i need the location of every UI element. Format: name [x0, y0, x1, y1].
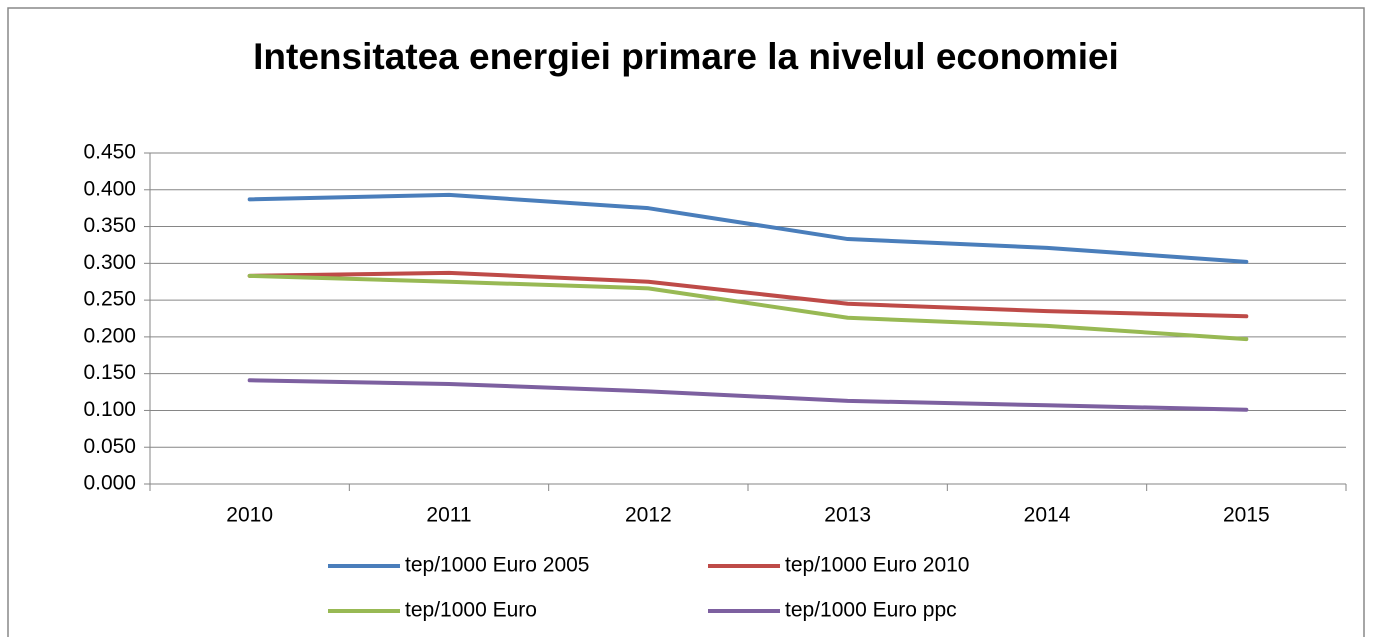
y-tick-label: 0.150: [83, 361, 136, 384]
legend-label: tep/1000 Euro 2005: [405, 554, 590, 577]
x-tick-label: 2013: [824, 504, 871, 527]
x-tick-label: 2015: [1223, 504, 1270, 527]
legend-label: tep/1000 Euro 2010: [785, 554, 970, 577]
legend-label: tep/1000 Euro: [405, 599, 537, 622]
y-tick-label: 0.400: [83, 177, 136, 200]
x-tick-label: 2012: [625, 504, 672, 527]
chart-title: Intensitatea energiei primare la nivelul…: [253, 36, 1119, 77]
legend-label: tep/1000 Euro ppc: [785, 599, 957, 622]
series-line: [247, 192, 1249, 264]
series-line: [247, 270, 1249, 319]
y-tick-label: 0.250: [83, 288, 136, 311]
series-line: [247, 378, 1249, 412]
y-tick-label: 0.050: [83, 435, 136, 458]
y-tick-label: 0.000: [83, 472, 136, 495]
x-tick-label: 2014: [1024, 504, 1071, 527]
y-tick-label: 0.350: [83, 214, 136, 237]
series-line: [247, 273, 1249, 342]
y-tick-label: 0.100: [83, 398, 136, 421]
y-tick-label: 0.200: [83, 324, 136, 347]
x-tick-label: 2010: [226, 504, 273, 527]
chart-border: [7, 7, 1365, 637]
x-tick-label: 2011: [426, 504, 471, 527]
y-tick-label: 0.300: [83, 251, 136, 274]
y-tick-label: 0.450: [83, 141, 136, 164]
